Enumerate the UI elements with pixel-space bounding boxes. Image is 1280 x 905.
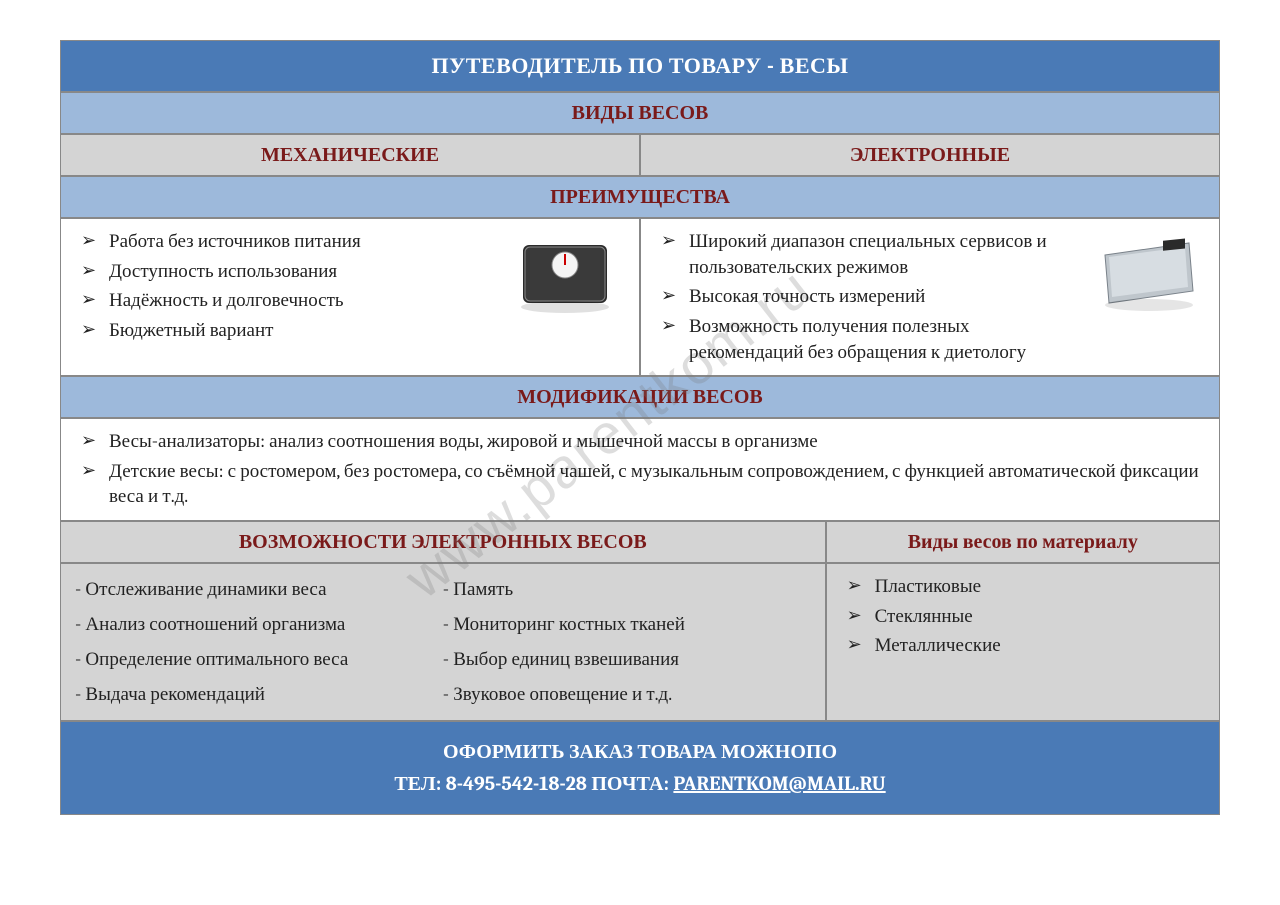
section-materials: Виды весов по материалу xyxy=(826,521,1220,563)
advantages-electronic: Широкий диапазон специальных сервисов и … xyxy=(640,218,1220,376)
section-advantages: ПРЕИМУЩЕСТВА xyxy=(60,176,1220,218)
list-item: - Звуковое оповещение и т.д. xyxy=(443,677,811,712)
tel-number: 8-495-542-18-28 xyxy=(446,772,587,795)
list-item: Доступность использования xyxy=(81,257,625,287)
advantages-mechanical: Работа без источников питания Доступност… xyxy=(60,218,640,376)
list-item: - Выбор единиц взвешивания xyxy=(443,642,811,677)
list-item: - Анализ соотношений организма xyxy=(75,607,443,642)
col-header-electronic: ЭЛЕКТРОННЫЕ xyxy=(640,134,1220,176)
mail-link[interactable]: PARENTKOM@MAIL.RU xyxy=(673,772,885,795)
materials-body: Пластиковые Стеклянные Металлические xyxy=(826,563,1220,721)
list-item: Весы-анализаторы: анализ соотношения вод… xyxy=(81,427,1205,457)
guide-table: ПУТЕВОДИТЕЛЬ ПО ТОВАРУ - ВЕСЫ ВИДЫ ВЕСОВ… xyxy=(60,40,1220,815)
list-item: Детские весы: с ростомером, без ростомер… xyxy=(81,457,1205,512)
list-item: Возможность получения полезных рекоменда… xyxy=(661,312,1205,367)
section-features: ВОЗМОЖНОСТИ ЭЛЕКТРОННЫХ ВЕСОВ xyxy=(60,521,826,563)
section-types: ВИДЫ ВЕСОВ xyxy=(60,92,1220,134)
footer-bar: ОФОРМИТЬ ЗАКАЗ ТОВАРА МОЖНОПО ТЕЛ: 8-495… xyxy=(60,721,1220,815)
list-item: - Память xyxy=(443,572,811,607)
list-item: Пластиковые xyxy=(847,572,1205,602)
list-item: - Определение оптимального веса xyxy=(75,642,443,677)
section-modifications: МОДИФИКАЦИИ ВЕСОВ xyxy=(60,376,1220,418)
modifications-body: Весы-анализаторы: анализ соотношения вод… xyxy=(60,418,1220,521)
list-item: - Отслеживание динамики веса xyxy=(75,572,443,607)
list-item: Широкий диапазон специальных сервисов и … xyxy=(661,227,1205,282)
mail-label: ПОЧТА: xyxy=(587,772,673,795)
list-item: Стеклянные xyxy=(847,602,1205,632)
features-body: - Отслеживание динамики веса - Анализ со… xyxy=(60,563,826,721)
tel-label: ТЕЛ: xyxy=(394,772,445,795)
list-item: Бюджетный вариант xyxy=(81,316,625,346)
list-item: Надёжность и долговечность xyxy=(81,286,625,316)
list-item: - Выдача рекомендаций xyxy=(75,677,443,712)
footer-contact: ТЕЛ: 8-495-542-18-28 ПОЧТА: PARENTKOM@MA… xyxy=(75,768,1205,800)
footer-line1: ОФОРМИТЬ ЗАКАЗ ТОВАРА МОЖНОПО xyxy=(75,736,1205,768)
list-item: Высокая точность измерений xyxy=(661,282,1205,312)
title-bar: ПУТЕВОДИТЕЛЬ ПО ТОВАРУ - ВЕСЫ xyxy=(60,40,1220,92)
list-item: Работа без источников питания xyxy=(81,227,625,257)
list-item: - Мониторинг костных тканей xyxy=(443,607,811,642)
col-header-mechanical: МЕХАНИЧЕСКИЕ xyxy=(60,134,640,176)
list-item: Металлические xyxy=(847,631,1205,661)
